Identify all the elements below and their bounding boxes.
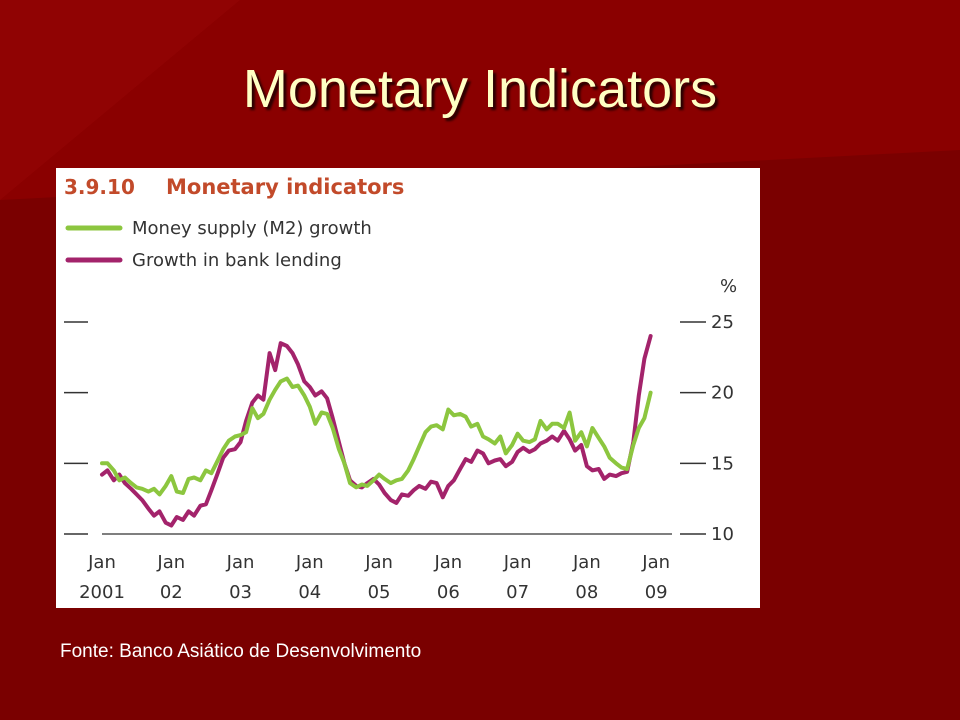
chart-figure-number: 3.9.10 xyxy=(64,175,135,199)
x-tick-year-7: 08 xyxy=(575,582,598,603)
x-tick-year-3: 04 xyxy=(298,582,321,603)
x-tick-year-8: 09 xyxy=(645,582,668,603)
x-tick-month-1: Jan xyxy=(156,552,185,573)
chart-title: Monetary indicators xyxy=(166,175,404,199)
y-tick-label-10: 10 xyxy=(711,524,734,545)
series-line-lending xyxy=(100,334,653,528)
x-tick-year-2: 03 xyxy=(229,582,252,603)
legend-label-lending: Growth in bank lending xyxy=(132,250,342,271)
source-caption: Fonte: Banco Asiático de Desenvolvimento xyxy=(60,641,422,662)
chart-panel: 3.9.10 Monetary indicators Money supply (M… xyxy=(56,168,760,608)
x-tick-year-1: 02 xyxy=(160,582,183,603)
legend-label-m2: Money supply (M2) growth xyxy=(132,218,372,239)
x-tick-month-2: Jan xyxy=(226,552,255,573)
x-tick-month-4: Jan xyxy=(364,552,393,573)
series-line-m2 xyxy=(100,376,653,497)
x-tick-year-6: 07 xyxy=(506,582,529,603)
monetary-indicators-chart: 3.9.10 Monetary indicators Money supply (M… xyxy=(64,175,737,603)
x-tick-year-5: 06 xyxy=(437,582,460,603)
y-tick-label-25: 25 xyxy=(711,312,734,333)
x-tick-month-3: Jan xyxy=(295,552,324,573)
x-tick-month-8: Jan xyxy=(641,552,670,573)
slide-title: Monetary Indicators xyxy=(242,59,718,119)
y-tick-label-20: 20 xyxy=(711,383,734,404)
y-tick-label-15: 15 xyxy=(711,453,734,474)
x-tick-month-5: Jan xyxy=(433,552,462,573)
x-tick-month-7: Jan xyxy=(572,552,601,573)
x-tick-month-6: Jan xyxy=(503,552,532,573)
x-tick-month-0: Jan xyxy=(87,552,116,573)
x-tick-year-0: 2001 xyxy=(79,582,125,603)
x-tick-year-4: 05 xyxy=(368,582,391,603)
y-axis-unit-label: % xyxy=(720,276,737,297)
